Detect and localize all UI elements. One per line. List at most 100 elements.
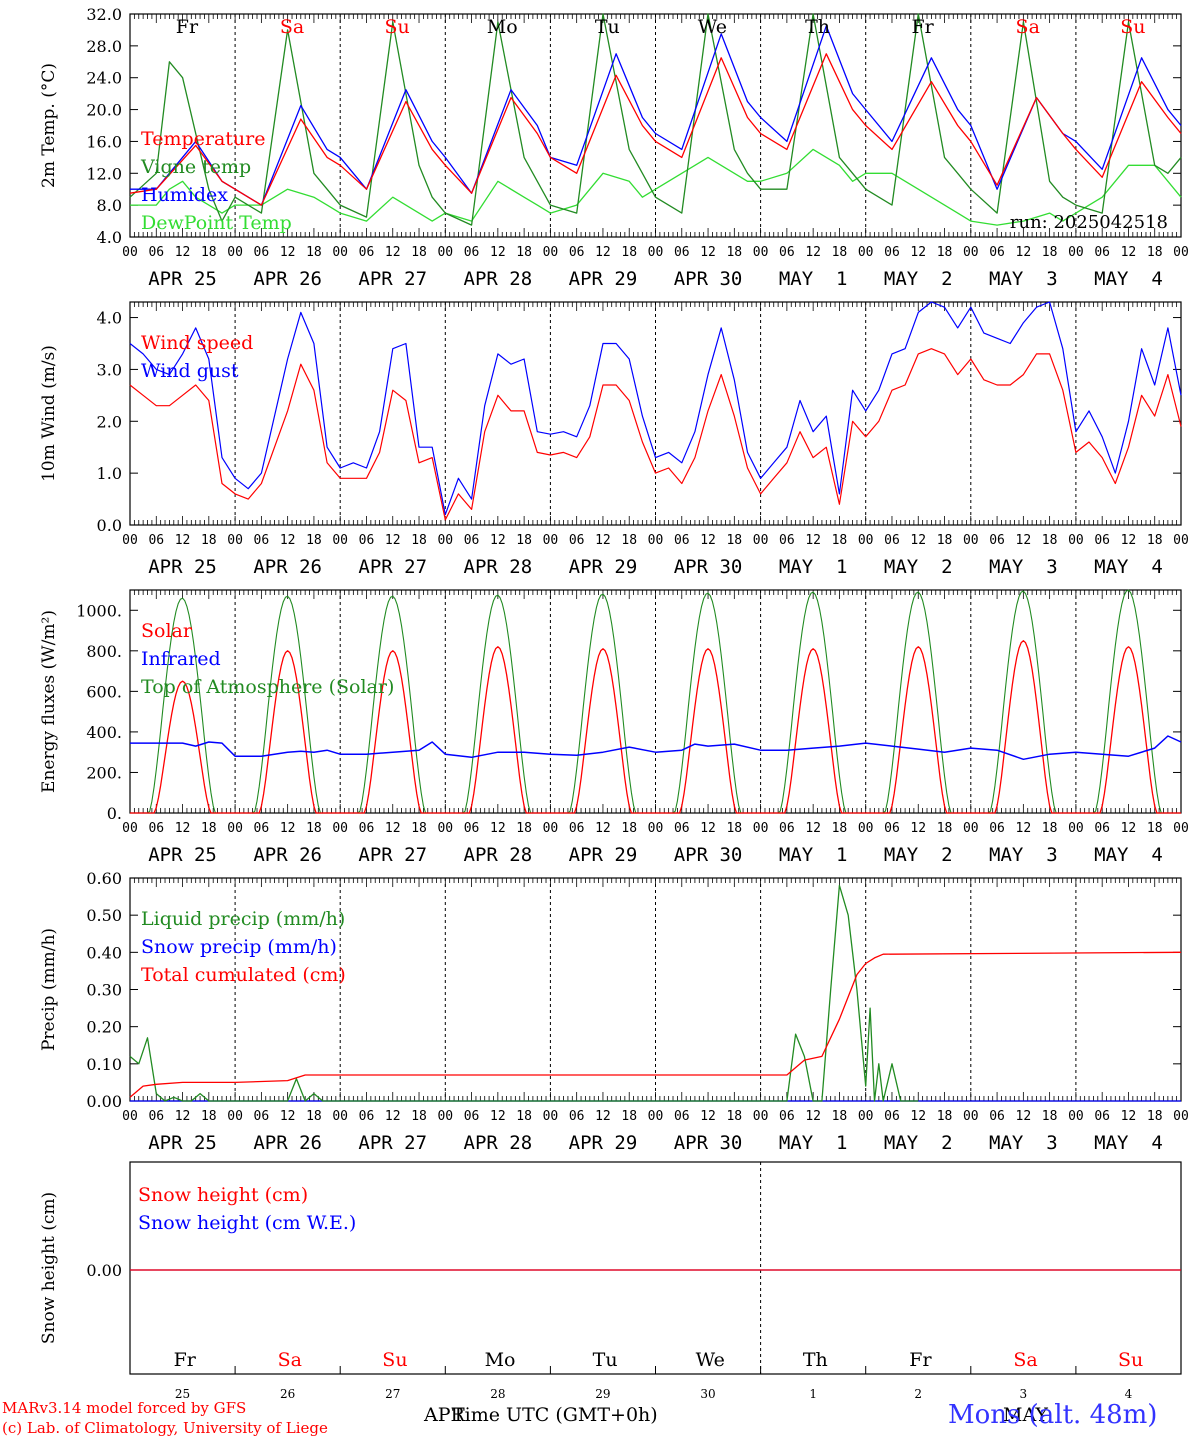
panel-2: 00 06 12 18 00 06 12 18 00 06 12 18 00 06 12 18 00 06 12 18… (122, 301, 1189, 578)
hour-label: 00 (648, 821, 664, 836)
hour-label: 06 (148, 1109, 164, 1124)
hour-label: 00 (227, 821, 243, 836)
run-label: run: 2025042518 (1010, 212, 1168, 233)
hour-label: 06 (884, 533, 900, 548)
month-label-apr: APR (424, 1404, 465, 1426)
hour-label: 18 (937, 245, 953, 260)
hour-label: 18 (306, 245, 322, 260)
hour-label: 12 (700, 245, 716, 260)
hour-label: 00 (332, 533, 348, 548)
date-label: APR 26 (253, 844, 322, 866)
weekday-label: Th (803, 1349, 828, 1371)
y-tick-label: 0.20 (86, 1018, 122, 1037)
date-label: APR 27 (358, 556, 427, 578)
date-label: APR 30 (674, 844, 743, 866)
hour-label: 12 (1121, 245, 1137, 260)
hour-label: 18 (516, 245, 532, 260)
hour-label: 00 (1068, 533, 1084, 548)
hour-label: 06 (884, 821, 900, 836)
hour-label: 12 (385, 533, 401, 548)
date-label: MAY 3 (989, 1132, 1058, 1154)
date-label: MAY 4 (1094, 556, 1163, 578)
y-axis-title: Precip (mm/h) (39, 928, 59, 1051)
y-axis-1: 4.0 8.0 12.0 16.0 20.0 24.0 28.0 32.0 2m Temp. (… (39, 5, 1181, 247)
date-label: APR 28 (464, 556, 533, 578)
hour-label: 00 (437, 245, 453, 260)
month-label-may: MAY (1003, 1404, 1048, 1426)
hour-label: 12 (1121, 533, 1137, 548)
weekday-label: Fr (911, 16, 934, 38)
hour-label: 12 (1016, 821, 1032, 836)
hour-label: 06 (884, 1109, 900, 1124)
y-tick-label: 2.0 (97, 412, 122, 431)
y-tick-label: 3.0 (97, 360, 122, 379)
hour-label: 18 (411, 821, 427, 836)
y-tick-label: 0. (107, 804, 122, 823)
legend-entry: Solar (141, 620, 193, 642)
hour-label: 06 (148, 245, 164, 260)
hour-label: 00 (227, 1109, 243, 1124)
weekday-label: Su (384, 16, 409, 38)
hour-label: 06 (1094, 821, 1110, 836)
day-number: 3 (1020, 1387, 1028, 1401)
hour-label: 18 (621, 821, 637, 836)
date-label: MAY 4 (1094, 268, 1163, 290)
hour-label: 18 (201, 533, 217, 548)
legend-entry: DewPoint Temp (141, 212, 292, 234)
legend-1: Temperature Vigne temp Humidex DewPoint Tem… (140, 128, 292, 234)
legend-4: Liquid precip (mm/h) Snow precip (mm/h) To… (141, 908, 346, 986)
panel-frame (129, 301, 1182, 526)
legend-entry: Total cumulated (cm) (141, 964, 346, 986)
hour-label: 06 (359, 245, 375, 260)
hour-label: 00 (963, 245, 979, 260)
hour-label: 12 (280, 533, 296, 548)
hour-label: 12 (1016, 1109, 1032, 1124)
y-tick-label: 20.0 (86, 101, 122, 120)
hour-label: 00 (1068, 1109, 1084, 1124)
hour-label: 06 (464, 245, 480, 260)
hour-label: 00 (858, 533, 874, 548)
hour-label: 12 (700, 821, 716, 836)
hour-label: 06 (779, 821, 795, 836)
hour-label: 12 (385, 821, 401, 836)
weekday-label: Sa (1016, 16, 1040, 38)
date-label: APR 30 (674, 268, 743, 290)
y-tick-label: 1.0 (97, 464, 122, 483)
time-axis-title: Time UTC (GMT+0h) (452, 1404, 658, 1426)
hour-label: 06 (359, 533, 375, 548)
date-label: APR 30 (674, 556, 743, 578)
hour-label: 00 (227, 533, 243, 548)
series-total-cumulated-cm- (129, 951, 1182, 1098)
date-label: MAY 3 (989, 556, 1058, 578)
y-axis-4: 0.00 0.10 0.20 0.30 0.40 0.50 0.60 Precip (mm/h… (39, 869, 1181, 1111)
hour-label: 18 (832, 533, 848, 548)
y-tick-label: 0.50 (86, 906, 122, 925)
hour-label: 06 (569, 245, 585, 260)
legend-5: Snow height (cm) Snow height (cm W.E.) (138, 1184, 356, 1234)
weekday-label: We (696, 1349, 725, 1371)
hour-label: 18 (201, 821, 217, 836)
series-liquid-precip-mm-h- (129, 884, 919, 1102)
hour-label: 00 (963, 821, 979, 836)
hour-label: 06 (1094, 533, 1110, 548)
hour-label: 06 (989, 533, 1005, 548)
y-axis-3: 0. 200. 400. 600. 800. 1000. Energy fluxes (W/… (39, 601, 1181, 823)
date-label: APR 29 (569, 556, 638, 578)
hour-label: 06 (674, 1109, 690, 1124)
hour-label: 18 (1147, 245, 1163, 260)
legend-entry: Liquid precip (mm/h) (141, 908, 345, 930)
hour-label: 18 (832, 245, 848, 260)
hour-label: 18 (621, 245, 637, 260)
hour-label: 18 (1147, 821, 1163, 836)
hour-label: 18 (832, 821, 848, 836)
hour-label: 06 (779, 1109, 795, 1124)
hour-label: 00 (122, 821, 138, 836)
hour-label: 12 (280, 1109, 296, 1124)
hour-label: 18 (516, 821, 532, 836)
hour-label: 12 (910, 821, 926, 836)
hour-label: 12 (595, 821, 611, 836)
weekday-label: Mo (487, 16, 518, 38)
date-label: APR 28 (464, 1132, 533, 1154)
date-label: MAY 1 (779, 556, 848, 578)
hour-label: 00 (543, 821, 559, 836)
